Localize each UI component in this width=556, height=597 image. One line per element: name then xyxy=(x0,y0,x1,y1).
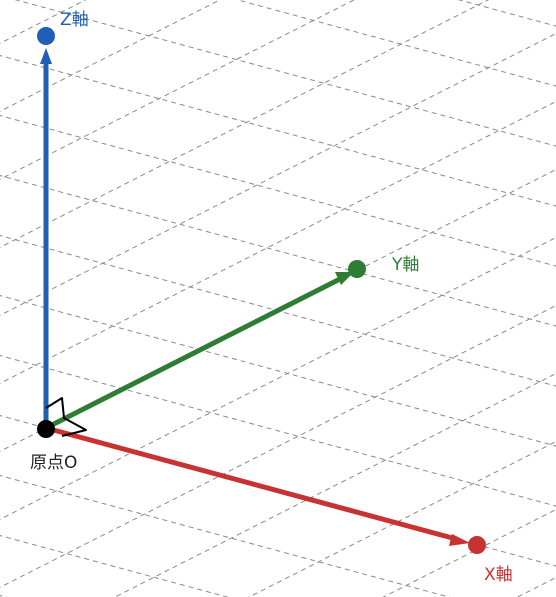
grid-line-a-8 xyxy=(0,32,556,316)
grid-line-a-13 xyxy=(113,372,556,597)
z-axis: Z軸 xyxy=(37,10,89,431)
grid-line-b-7 xyxy=(0,115,556,267)
right-angle-marker xyxy=(45,397,87,437)
x-axis-line xyxy=(43,425,459,542)
z-axis-end-point xyxy=(37,27,55,45)
grid-line-b-13 xyxy=(0,475,451,597)
y-axis-arrowhead xyxy=(335,272,354,285)
x-axis: X軸 xyxy=(43,425,513,585)
grid-line-b-14 xyxy=(0,535,229,597)
grid-line-a-4 xyxy=(0,0,87,44)
x-axis-arrowhead xyxy=(449,534,470,546)
grid-line-b-11 xyxy=(0,355,556,507)
grid-line-b-5 xyxy=(14,0,556,147)
y-axis-line xyxy=(43,276,343,431)
origin: 原点O xyxy=(30,420,77,473)
grid-line-b-8 xyxy=(0,175,556,327)
y-axis-label: Y軸 xyxy=(391,255,419,275)
grid-line-a-12 xyxy=(0,304,556,588)
grid-line-b-3 xyxy=(457,0,556,27)
grid-line-b-6 xyxy=(0,55,556,207)
origin-label: 原点O xyxy=(30,453,77,473)
grid-line-a-9 xyxy=(0,100,556,384)
grid-line-a-14 xyxy=(248,440,556,597)
z-axis-arrowhead xyxy=(40,48,52,64)
grid-line-a-5 xyxy=(0,0,221,112)
grid-line-a-6 xyxy=(0,0,355,180)
grid-line-b-10 xyxy=(0,295,556,447)
x-axis-label: X軸 xyxy=(484,565,513,585)
grid-line-b-4 xyxy=(236,0,556,87)
z-axis-label: Z軸 xyxy=(60,10,89,30)
y-axis-end-point xyxy=(348,260,366,278)
origin-point xyxy=(37,420,55,438)
grid-line-a-11 xyxy=(0,236,556,520)
grid-line-a-7 xyxy=(0,0,490,248)
x-axis-end-point xyxy=(468,536,486,554)
y-axis: Y軸 xyxy=(43,255,419,431)
grid-line-b-15 xyxy=(0,595,8,597)
